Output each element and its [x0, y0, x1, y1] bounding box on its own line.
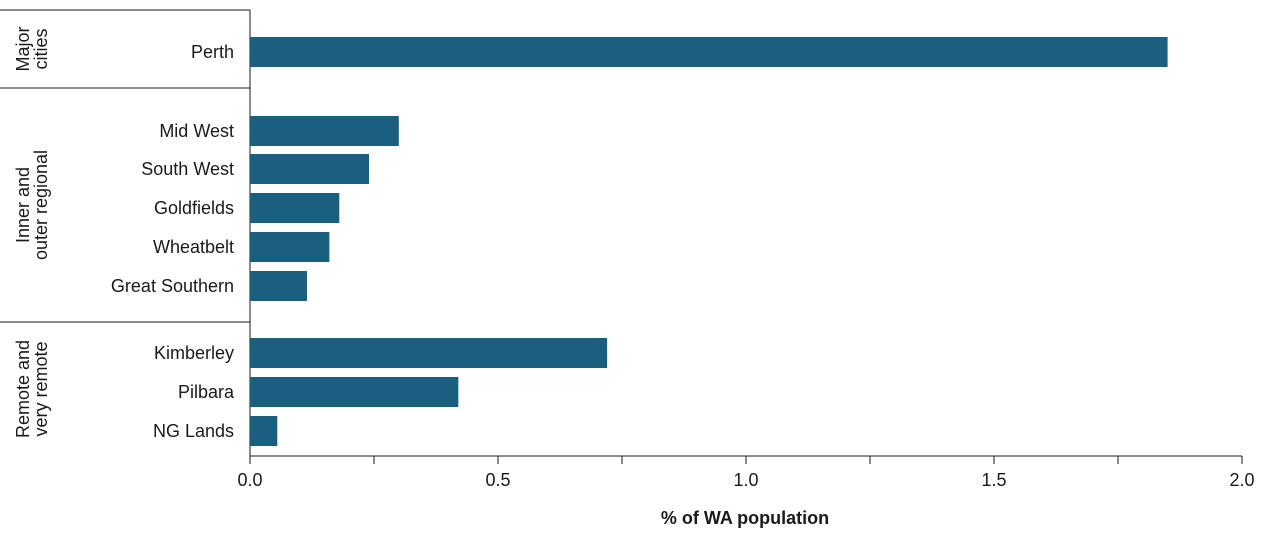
group-labels: Majorcities Inner andouter regional Remote… [13, 26, 51, 438]
category-labels: Perth Mid West South West Goldfields Wheatbe… [111, 42, 235, 441]
category-label: Mid West [159, 121, 234, 141]
category-label: South West [141, 159, 234, 179]
x-tick-label: 0.5 [485, 470, 510, 490]
bar-wheatbelt [250, 232, 330, 262]
bar-kimberley [250, 338, 608, 368]
bar-ng-lands [250, 416, 278, 446]
x-tick-label: 2.0 [1229, 470, 1254, 490]
x-tick-label: 1.0 [733, 470, 758, 490]
x-tick-label: 1.5 [981, 470, 1006, 490]
group-label: Inner andouter regional [13, 150, 51, 260]
x-tick-label: 0.0 [237, 470, 262, 490]
bar-mid-west [250, 116, 399, 146]
x-axis-title: % of WA population [661, 508, 829, 528]
bar-great-southern [250, 271, 308, 301]
group-label: Remote andvery remote [13, 340, 51, 438]
group-label: Majorcities [13, 26, 51, 71]
category-label: NG Lands [153, 421, 234, 441]
category-label: Great Southern [111, 276, 234, 296]
x-axis: 0.0 0.5 1.0 1.5 2.0 [237, 455, 1255, 490]
category-label: Goldfields [154, 198, 234, 218]
bar-goldfields [250, 193, 340, 223]
category-label: Perth [191, 42, 234, 62]
category-label: Pilbara [178, 382, 235, 402]
bar-south-west [250, 154, 370, 184]
category-label: Wheatbelt [153, 237, 234, 257]
category-label: Kimberley [154, 343, 234, 363]
bars [250, 37, 1168, 446]
bar-perth [250, 37, 1168, 67]
bar-pilbara [250, 377, 459, 407]
